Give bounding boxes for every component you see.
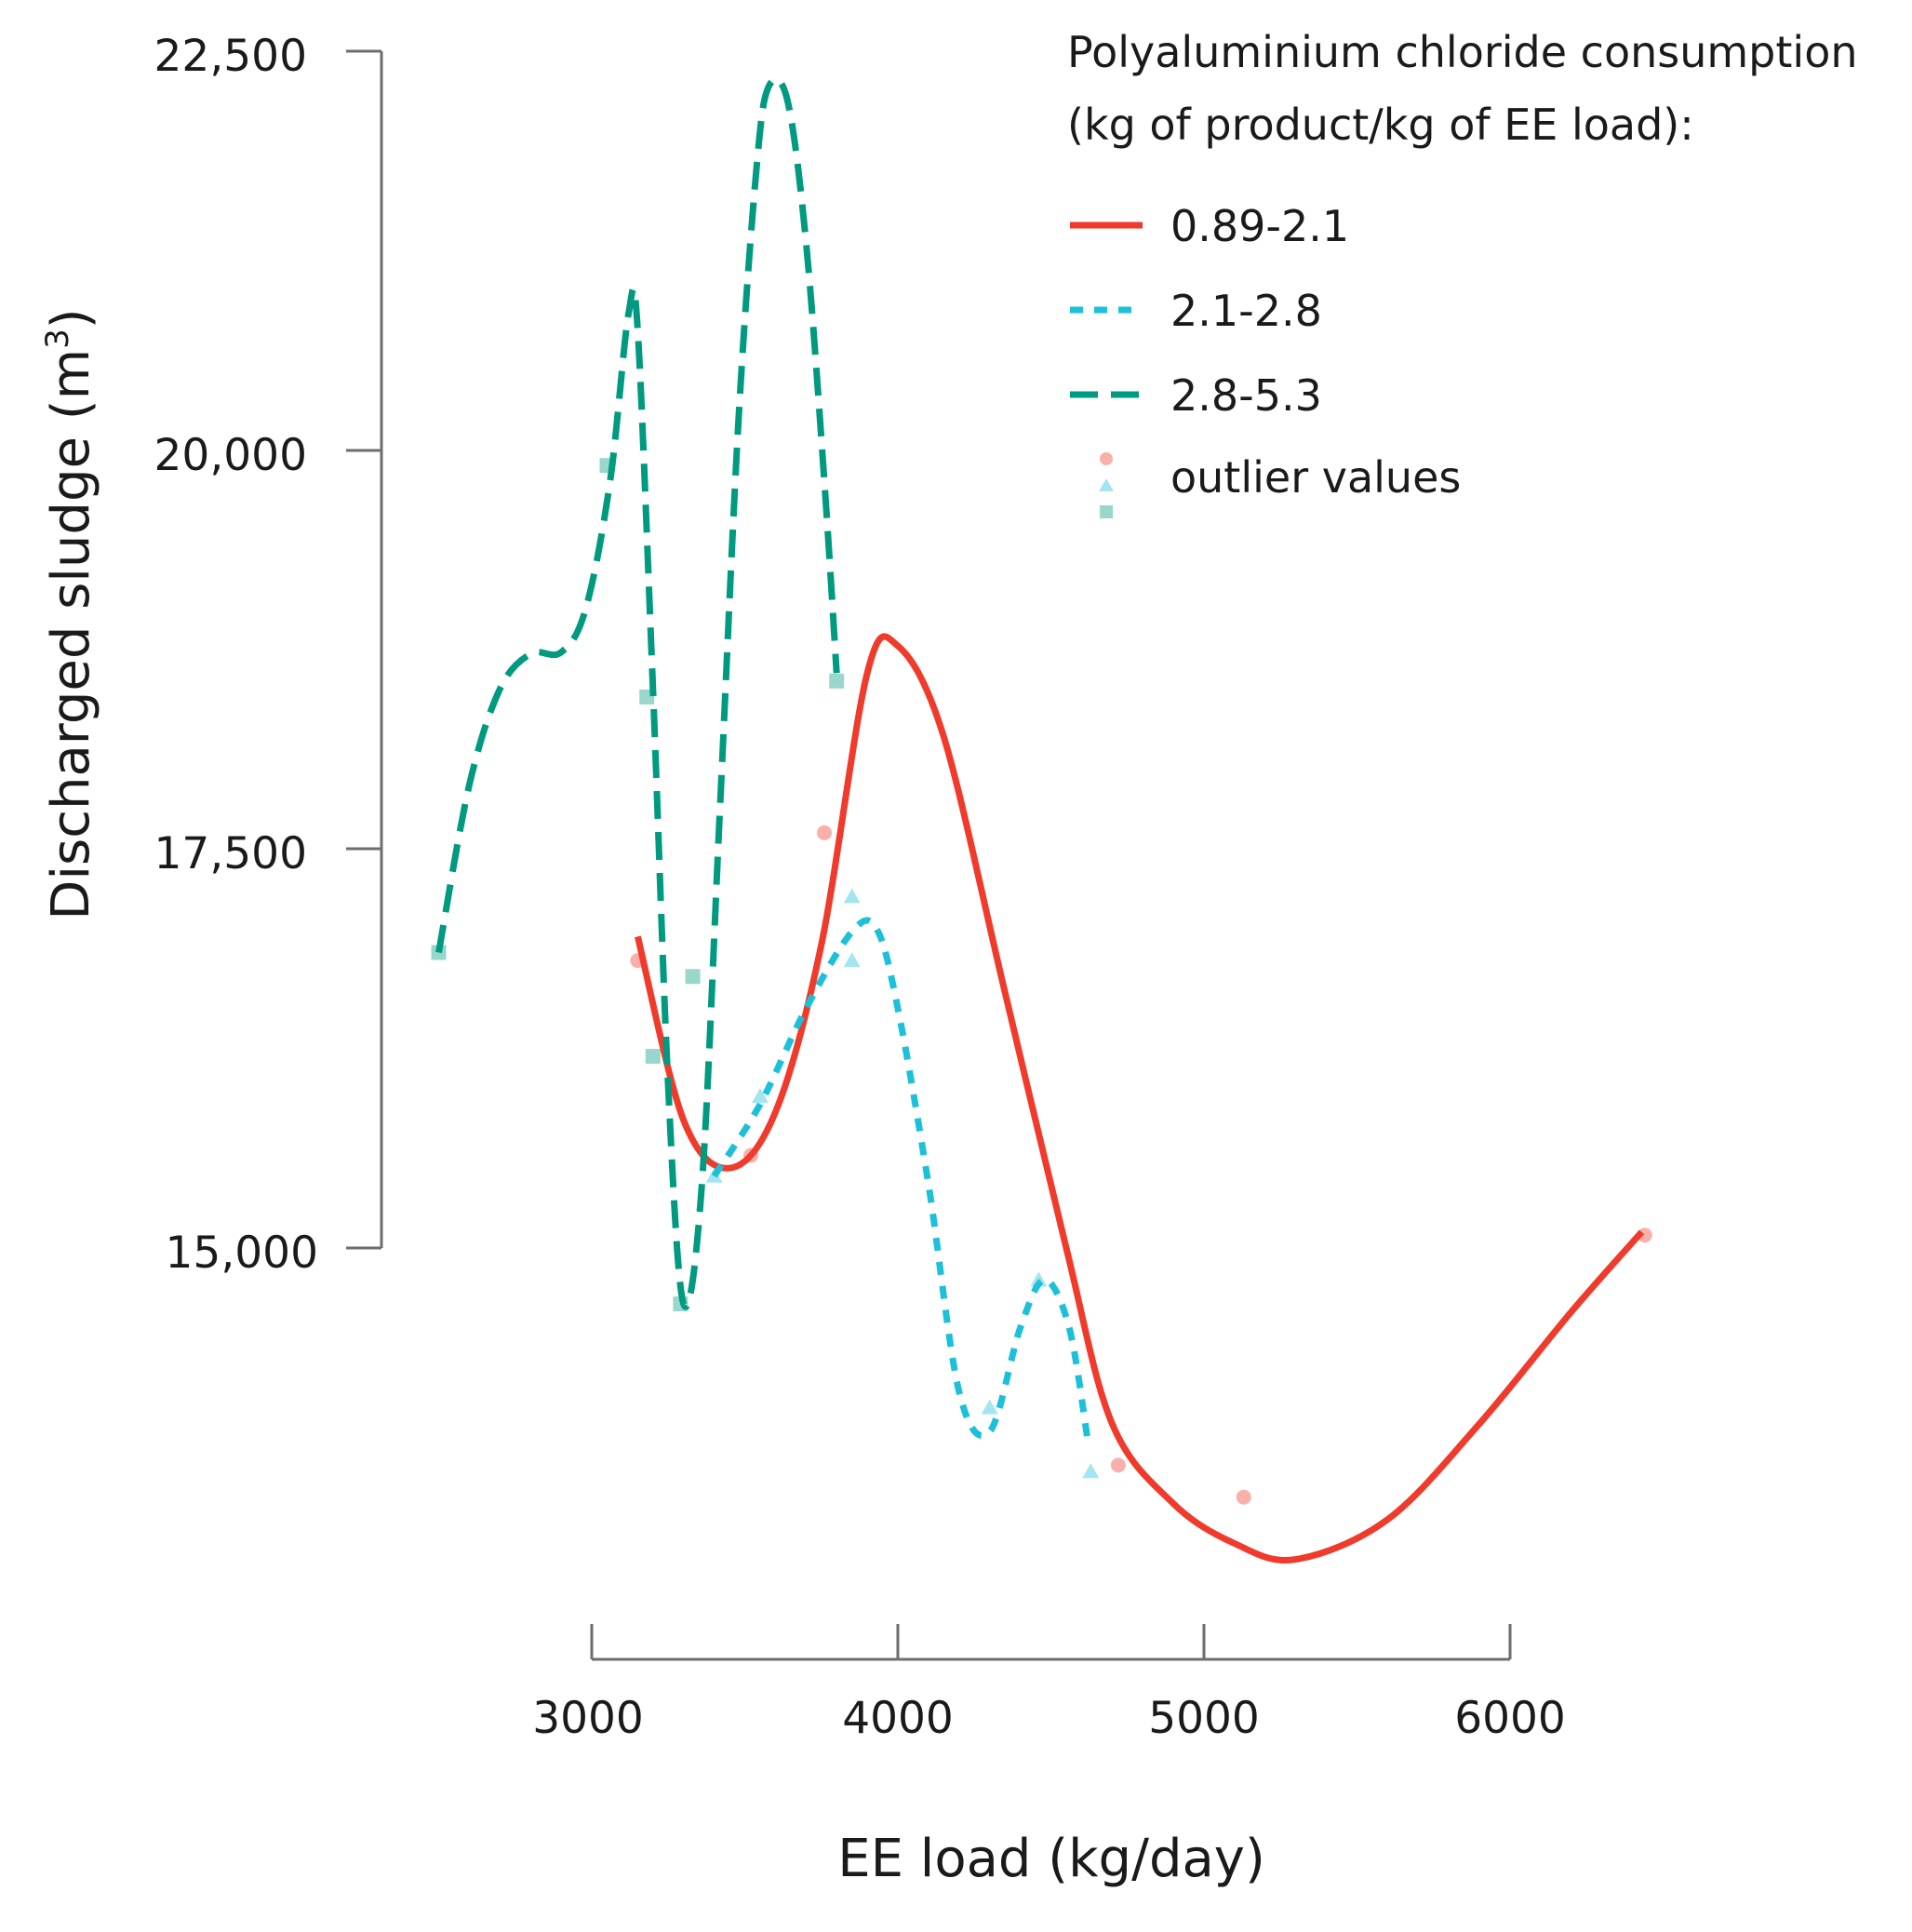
legend-entry-series-2: 2.1-2.8 bbox=[1070, 286, 1322, 336]
legend-outlier-square-marker bbox=[1100, 505, 1113, 518]
outlier-point bbox=[1082, 1463, 1100, 1479]
plot-area bbox=[431, 75, 1652, 1563]
x-tick-label: 3000 bbox=[532, 1693, 644, 1744]
x-tick-label: 5000 bbox=[1148, 1693, 1260, 1744]
outlier-point bbox=[1236, 1489, 1251, 1505]
series-line-1 bbox=[635, 633, 1645, 1563]
y-tick-label: 17,500 bbox=[154, 828, 307, 879]
series-1 bbox=[630, 633, 1652, 1563]
outlier-point bbox=[817, 825, 833, 840]
legend-title-line-1: Polyaluminium chloride consumption bbox=[1067, 27, 1858, 77]
y-axis-title: Discharged sludge (m3) bbox=[39, 308, 101, 919]
outlier-point bbox=[829, 673, 845, 689]
legend-outlier-triangle-marker bbox=[1099, 478, 1114, 491]
outlier-point bbox=[981, 1399, 998, 1415]
legend-label-series-2: 2.1-2.8 bbox=[1170, 286, 1322, 336]
y-axis-title-main: Discharged sludge (m bbox=[41, 349, 101, 920]
series-line-2 bbox=[711, 917, 1091, 1441]
legend-entry-outliers: outlier values bbox=[1099, 452, 1461, 518]
outlier-point bbox=[1030, 1271, 1048, 1287]
outlier-point bbox=[751, 1087, 769, 1103]
legend-entry-series-1: 0.89-2.1 bbox=[1070, 201, 1349, 251]
x-axis-title: EE load (kg/day) bbox=[837, 1829, 1265, 1889]
x-tick-label: 6000 bbox=[1454, 1693, 1566, 1744]
y-tick-label: 22,500 bbox=[154, 31, 307, 82]
series-3 bbox=[431, 75, 845, 1312]
outlier-point bbox=[685, 969, 701, 985]
legend: Polyaluminium chloride consumption (kg o… bbox=[1067, 27, 1858, 518]
legend-label-outliers: outlier values bbox=[1170, 452, 1461, 503]
outlier-point bbox=[1110, 1457, 1126, 1473]
legend-label-series-1: 0.89-2.1 bbox=[1170, 201, 1349, 251]
series-line-3 bbox=[435, 75, 840, 1310]
legend-label-series-3: 2.8-5.3 bbox=[1170, 370, 1322, 421]
outlier-point bbox=[843, 952, 861, 968]
x-axis: 3000 4000 5000 6000 EE load (kg/day) bbox=[532, 1624, 1566, 1889]
legend-title-line-2: (kg of product/kg of EE load): bbox=[1067, 100, 1694, 150]
outlier-point bbox=[645, 1049, 661, 1065]
legend-entry-series-3: 2.8-5.3 bbox=[1070, 370, 1322, 421]
y-tick-label: 15,000 bbox=[166, 1228, 318, 1279]
y-axis: 22,500 20,000 17,500 15,000 bbox=[154, 31, 383, 1279]
outlier-point bbox=[843, 888, 861, 904]
y-axis-title-close: ) bbox=[41, 308, 101, 329]
legend-outlier-circle-marker bbox=[1100, 452, 1113, 465]
series-2 bbox=[705, 888, 1100, 1479]
y-axis-title-superscript: 3 bbox=[39, 329, 76, 349]
y-tick-label: 20,000 bbox=[154, 430, 307, 481]
x-tick-label: 4000 bbox=[842, 1693, 954, 1744]
